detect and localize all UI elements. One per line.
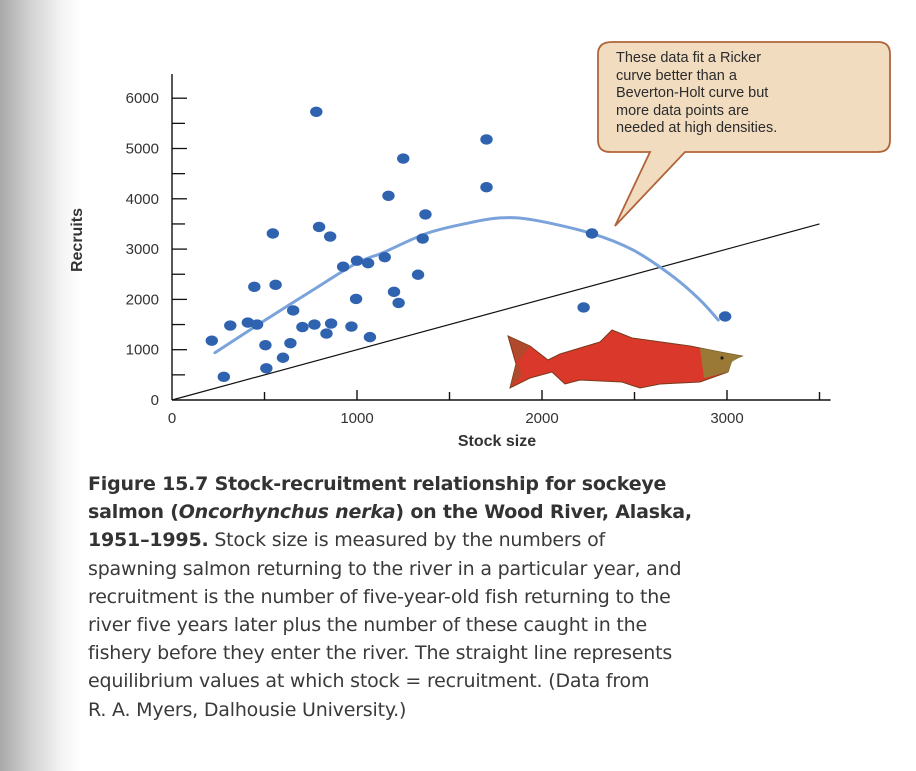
caption-segment: Stock size is measured by the numbers of <box>208 529 605 552</box>
data-point <box>416 233 429 244</box>
caption-segment: 1951–1995. <box>88 529 209 552</box>
data-point <box>312 221 326 233</box>
caption-line: fishery before they enter the river. The… <box>88 639 916 667</box>
data-point <box>320 328 333 339</box>
y-tick-label: 3000 <box>126 241 159 258</box>
data-point <box>397 153 410 164</box>
y-tick-label: 4000 <box>126 191 159 208</box>
caption-segment: river five years later plus the number o… <box>88 614 648 637</box>
salmon-illustration <box>507 329 744 389</box>
data-point <box>718 311 732 322</box>
data-point <box>205 335 218 346</box>
equilibrium-line <box>171 223 820 401</box>
x-tick-label: 3000 <box>710 410 743 427</box>
data-point <box>217 371 230 383</box>
y-axis-title: Recruits <box>69 208 86 272</box>
data-point <box>276 352 290 363</box>
y-tick-label: 2000 <box>126 291 159 308</box>
annotation-line: curve better than a <box>616 67 737 84</box>
tick-labels: 0 1000 2000 3000 0 1000 2000 3000 4000 5000 6000 <box>126 90 744 427</box>
y-tick-label: 5000 <box>126 141 159 158</box>
caption-line: R. A. Myers, Dalhousie University.) <box>88 696 916 724</box>
x-tick-label: 2000 <box>525 410 558 427</box>
caption-segment: R. A. Myers, Dalhousie University.) <box>88 698 407 721</box>
caption-line: recruitment is the number of five-year-o… <box>88 583 916 611</box>
data-point <box>345 321 358 332</box>
data-point <box>480 182 493 193</box>
data-point <box>248 281 261 293</box>
data-point <box>350 255 364 266</box>
salmon-head <box>700 348 742 378</box>
data-point <box>480 134 493 145</box>
x-axis-title: Stock size <box>458 433 536 450</box>
caption-segment: salmon ( <box>88 501 179 524</box>
caption-line: Figure 15.7 Stock-recruitment relationsh… <box>88 470 916 498</box>
y-tick-label: 6000 <box>126 90 159 107</box>
data-point <box>224 320 237 331</box>
data-point <box>269 279 282 291</box>
annotation-text: These data fit a Ricker curve better than… <box>616 50 886 138</box>
annotation-line: needed at high densities. <box>616 120 778 136</box>
annotation-line: These data fit a Ricker <box>616 50 762 66</box>
data-point <box>284 337 297 349</box>
data-points <box>205 106 732 383</box>
caption-segment: Figure 15.7 Stock-recruitment relationsh… <box>88 473 667 495</box>
caption-line: river five years later plus the number o… <box>88 611 916 639</box>
caption-line: spawning salmon returning to the river i… <box>88 555 916 583</box>
callout-bubble <box>597 41 891 227</box>
data-point <box>266 228 280 239</box>
data-point <box>310 106 323 117</box>
data-point <box>419 209 432 220</box>
data-point <box>378 251 391 263</box>
data-point <box>585 228 599 239</box>
curves <box>171 216 820 401</box>
caption-line: 1951–1995. Stock size is measured by the… <box>88 526 916 554</box>
data-point <box>296 321 309 333</box>
data-point <box>411 269 425 280</box>
annotation-line: Beverton-Holt curve but <box>616 85 769 101</box>
caption-segment: spawning salmon returning to the river i… <box>88 557 682 580</box>
salmon-tail <box>508 336 530 388</box>
data-point <box>250 319 264 330</box>
data-point <box>392 297 405 309</box>
y-tick-label: 0 <box>151 392 159 409</box>
annotation-callout <box>597 41 891 227</box>
caption-segment: recruitment is the number of five-year-o… <box>88 585 671 608</box>
data-point <box>259 339 272 351</box>
x-tick-label: 0 <box>168 410 176 427</box>
data-point <box>349 293 363 305</box>
caption-line: equilibrium values at which stock = recr… <box>88 667 916 695</box>
caption-segment: ) on the Wood River, Alaska, <box>395 501 692 524</box>
axes <box>171 74 831 401</box>
data-point <box>361 257 375 269</box>
scan-shadow <box>0 0 80 771</box>
data-point <box>387 286 401 298</box>
figure-caption: Figure 15.7 Stock-recruitment relationsh… <box>88 470 916 724</box>
data-point <box>323 231 337 242</box>
caption-segment: fishery before they enter the river. The… <box>88 642 673 665</box>
salmon-eye <box>720 356 724 360</box>
stock-recruitment-chart: 0 1000 2000 3000 0 1000 2000 3000 4000 5000 6000 S… <box>69 41 891 450</box>
data-point <box>363 331 377 343</box>
data-point <box>336 261 350 272</box>
x-tick-label: 1000 <box>340 410 373 427</box>
data-point <box>324 318 338 329</box>
ricker-curve <box>213 216 720 355</box>
annotation-line: more data points are <box>616 102 749 119</box>
data-point <box>260 363 273 374</box>
data-point <box>577 302 590 313</box>
caption-segment: Oncorhynchus nerka <box>178 501 396 524</box>
data-point <box>308 319 321 330</box>
y-tick-label: 1000 <box>126 342 159 359</box>
data-point <box>382 190 395 201</box>
caption-line: salmon (Oncorhynchus nerka) on the Wood … <box>88 498 916 526</box>
data-point <box>286 305 300 316</box>
caption-segment: equilibrium values at which stock = recr… <box>88 670 650 693</box>
